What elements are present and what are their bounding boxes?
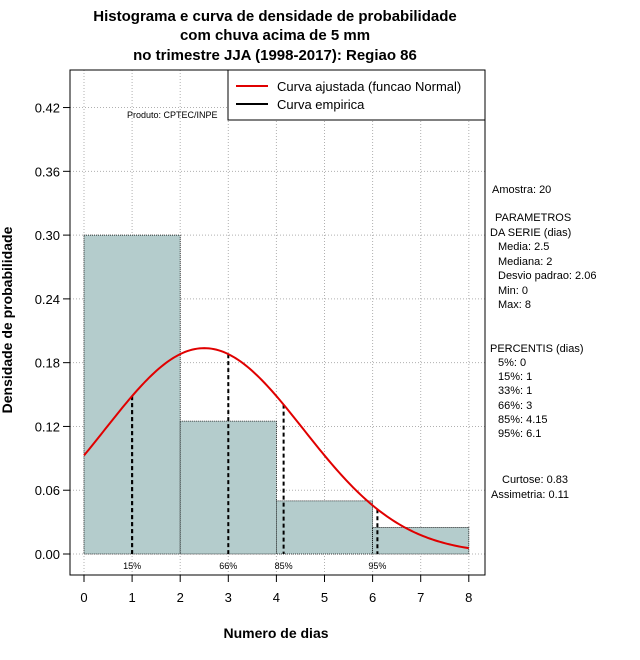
chart-title-line-1: Histograma e curva de densidade de proba… bbox=[93, 8, 456, 25]
param-sd: Desvio padrao: 2.06 bbox=[498, 270, 596, 282]
normal-curve-line bbox=[83, 347, 469, 550]
chart-title-line-3: no trimestre JJA (1998-2017): Regiao 86 bbox=[133, 47, 417, 64]
product-label: Produto: CPTEC/INPE bbox=[127, 110, 218, 120]
x-tick-label-1: 1 bbox=[128, 590, 135, 605]
sample-size: Amostra: 20 bbox=[492, 184, 551, 196]
histogram-bar-2 bbox=[275, 500, 373, 555]
x-tick-label-8: 8 bbox=[465, 590, 472, 605]
histogram-bars bbox=[83, 234, 470, 555]
percentile-label-1: 66% bbox=[219, 561, 237, 571]
percentile-lines bbox=[131, 354, 379, 554]
percentile-85: 85%: 4.15 bbox=[498, 414, 548, 426]
param-mean: Media: 2.5 bbox=[498, 241, 549, 253]
x-axis: 0 1 2 3 4 5 6 7 8 bbox=[80, 574, 472, 605]
x-tick-label-6: 6 bbox=[369, 590, 376, 605]
param-median: Mediana: 2 bbox=[498, 256, 552, 268]
y-tick-label-0.24: 0.24 bbox=[35, 292, 60, 307]
x-tick-label-5: 5 bbox=[321, 590, 328, 605]
percentile-66: 66%: 3 bbox=[498, 400, 532, 412]
y-axis: 0.00 0.06 0.12 0.18 0.24 0.30 0.36 0.42 bbox=[35, 101, 71, 562]
percentile-labels: 15% 66% 85% 95% bbox=[123, 561, 386, 571]
skewness: Assimetria: 0.11 bbox=[491, 489, 569, 501]
legend-empirical-label: Curva empirica bbox=[277, 97, 365, 112]
percentile-33: 33%: 1 bbox=[498, 385, 532, 397]
y-tick-label-0.30: 0.30 bbox=[35, 228, 60, 243]
x-tick-label-0: 0 bbox=[80, 590, 87, 605]
legend-box bbox=[227, 69, 486, 121]
percentiles-title: PERCENTIS (dias) bbox=[490, 343, 584, 355]
y-tick-label-0.42: 0.42 bbox=[35, 101, 60, 116]
percentile-15: 15%: 1 bbox=[498, 371, 532, 383]
percentile-95: 95%: 6.1 bbox=[498, 428, 541, 440]
y-tick-label-0.12: 0.12 bbox=[35, 419, 60, 434]
x-tick-label-2: 2 bbox=[177, 590, 184, 605]
params-title-line-1: PARAMETROS bbox=[495, 212, 571, 224]
x-tick-label-3: 3 bbox=[225, 590, 232, 605]
histogram-bar-3 bbox=[372, 527, 470, 555]
y-axis-label: Densidade de probabilidade bbox=[0, 226, 15, 413]
param-min: Min: 0 bbox=[498, 285, 528, 297]
kurtosis: Curtose: 0.83 bbox=[502, 474, 568, 486]
percentile-5: 5%: 0 bbox=[498, 357, 526, 369]
y-tick-label-0.36: 0.36 bbox=[35, 164, 60, 179]
x-tick-label-7: 7 bbox=[417, 590, 424, 605]
x-axis-label: Numero de dias bbox=[223, 625, 328, 641]
y-tick-label-0.18: 0.18 bbox=[35, 356, 60, 371]
params-title-line-2: DA SERIE (dias) bbox=[490, 227, 571, 239]
legend: Curva ajustada (funcao Normal) Curva emp… bbox=[227, 69, 486, 121]
chart-title-line-2: com chuva acima de 5 mm bbox=[180, 27, 370, 44]
percentile-label-3: 95% bbox=[368, 561, 386, 571]
y-tick-label-0.06: 0.06 bbox=[35, 483, 60, 498]
y-tick-label-0.00: 0.00 bbox=[35, 547, 60, 562]
percentile-label-0: 15% bbox=[123, 561, 141, 571]
param-max: Max: 8 bbox=[498, 299, 531, 311]
x-tick-label-4: 4 bbox=[273, 590, 280, 605]
histogram-bar-0 bbox=[83, 234, 181, 555]
stats-panel: Amostra: 20 PARAMETROS DA SERIE (dias) M… bbox=[490, 184, 596, 501]
legend-normal-label: Curva ajustada (funcao Normal) bbox=[277, 79, 461, 94]
percentile-label-2: 85% bbox=[275, 561, 293, 571]
